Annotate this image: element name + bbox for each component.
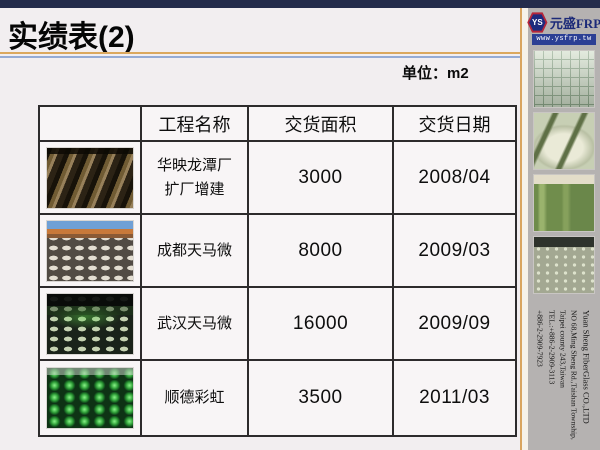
sidebar-photo-floor <box>533 236 595 294</box>
header-delivery-date: 交货日期 <box>392 105 517 142</box>
table-header-row: 工程名称 交货面积 交货日期 <box>38 105 517 142</box>
project-photo-huaying <box>46 146 134 209</box>
delivery-date: 2009/09 <box>392 286 517 361</box>
sidebar-photo-strip <box>533 50 595 294</box>
delivery-date: 2008/04 <box>392 140 517 215</box>
table-row: 武汉天马微 16000 2009/09 <box>38 286 517 361</box>
table-row: 华映龙潭厂 扩厂增建 3000 2008/04 <box>38 140 517 215</box>
title-underline-blue <box>0 56 523 58</box>
ys-monogram: YS <box>529 14 546 31</box>
website-url: www.ysfrp.tw <box>532 34 596 45</box>
table-row: 成都天马微 8000 2009/03 <box>38 213 517 288</box>
header-photo <box>38 105 142 142</box>
delivery-area: 16000 <box>247 286 394 361</box>
project-photo-chengdu <box>46 219 134 282</box>
project-name: 武汉天马微 <box>140 286 249 361</box>
phone-line-2: +886-2-2909-7923 <box>536 310 546 367</box>
sidebar-photo-ceiling <box>533 50 595 108</box>
address-line-1: NO 68,Ming Sheng Rd.,Taishan Township, <box>570 310 580 440</box>
contact-info: Yuan Sheng FiberGlass CO.,LTD NO 68,Ming… <box>528 304 600 446</box>
header-project-name: 工程名称 <box>140 105 249 142</box>
sidebar: YS 元盛FRP www.ysfrp.tw Yuan Sheng FiberGl… <box>520 0 600 450</box>
unit-label: 单位：m2 <box>402 65 469 82</box>
slide-title: 实绩表(2) <box>8 21 135 54</box>
project-photo-shunde <box>46 367 134 429</box>
address-line-2: Taipei county 243,Taiwan <box>558 310 568 389</box>
project-name: 顺德彩虹 <box>140 359 249 437</box>
delivery-date: 2011/03 <box>392 359 517 437</box>
delivery-area: 3000 <box>247 140 394 215</box>
project-name: 华映龙潭厂 扩厂增建 <box>140 140 249 215</box>
header-delivery-area: 交货面积 <box>247 105 394 142</box>
top-accent-bar <box>0 0 600 8</box>
sidebar-photo-green-tanks <box>533 174 595 232</box>
table-row: 顺德彩虹 3500 2011/03 <box>38 359 517 437</box>
brand-name: 元盛FRP <box>549 16 600 31</box>
delivery-area: 3500 <box>247 359 394 437</box>
project-photo-wuhan <box>46 292 134 355</box>
phone-line-1: TEL.:+886-2-2909-3113 <box>547 310 557 385</box>
performance-table: 工程名称 交货面积 交货日期 华映龙潭厂 扩厂增建 3000 2008/04 成… <box>38 105 517 437</box>
sidebar-photo-tank <box>533 112 595 170</box>
title-underline-orange <box>0 52 523 54</box>
delivery-date: 2009/03 <box>392 213 517 288</box>
company-name: Yuan Sheng FiberGlass CO.,LTD <box>581 310 592 424</box>
delivery-area: 8000 <box>247 213 394 288</box>
project-name: 成都天马微 <box>140 213 249 288</box>
company-logo: YS 元盛FRP www.ysfrp.tw <box>527 12 600 45</box>
ys-hexagon-badge: YS <box>527 12 548 33</box>
